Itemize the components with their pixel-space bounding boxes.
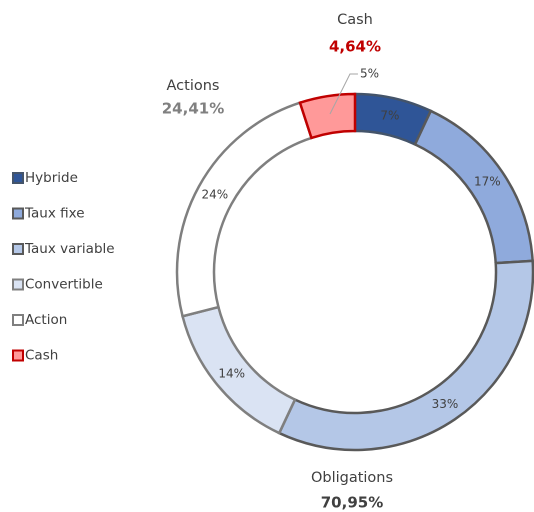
legend-swatch [12, 278, 24, 291]
data-label: 17% [474, 175, 501, 189]
legend-swatch [12, 172, 24, 184]
legend-label: Action [25, 312, 67, 328]
annotation-title: Obligations [311, 470, 393, 486]
legend-label: Cash [25, 348, 58, 364]
annotation-value: 4,64% [329, 38, 381, 56]
legend-label: Convertible [25, 277, 103, 293]
donut-segment [175, 101, 314, 318]
annotation-title: Actions [167, 78, 220, 94]
legend-label: Taux fixe [24, 206, 85, 222]
annotation-value: 24,41% [162, 100, 224, 118]
legend-swatch [12, 207, 24, 220]
legend-swatch [12, 314, 24, 326]
data-label: 24% [201, 187, 228, 201]
donut-segment [277, 259, 534, 452]
legend-label: Hybride [25, 170, 78, 186]
annotation-title: Cash [337, 12, 373, 28]
donut-segment [298, 92, 357, 140]
annotation-value: 70,95% [321, 494, 383, 512]
data-label: 7% [380, 108, 399, 122]
data-label: 5% [360, 66, 379, 80]
leader-line [329, 73, 358, 115]
legend-swatch [12, 349, 24, 362]
data-label: 33% [432, 397, 459, 411]
legend-swatch [12, 243, 24, 255]
data-label: 14% [218, 366, 245, 380]
legend-label: Taux variable [24, 241, 115, 257]
